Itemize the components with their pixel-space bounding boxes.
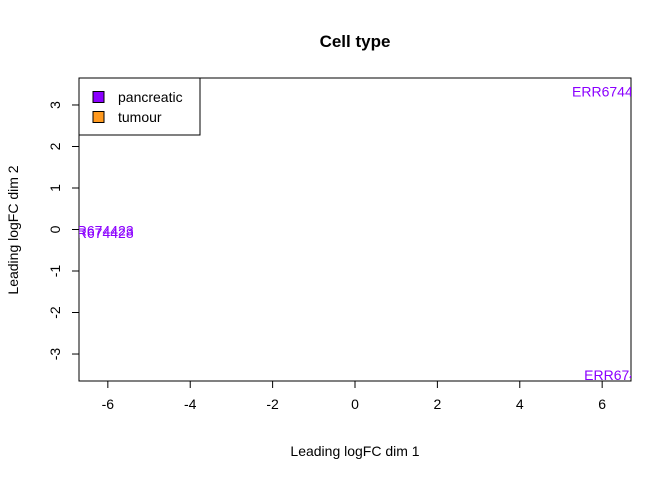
- legend-entry-label: pancreatic: [118, 89, 183, 105]
- y-axis-label: Leading logFC dim 2: [5, 165, 21, 294]
- x-tick-label: 4: [516, 396, 524, 412]
- x-tick-label: 2: [433, 396, 441, 412]
- chart-title: Cell type: [320, 32, 391, 51]
- y-tick-label: 3: [47, 101, 63, 109]
- y-tick-label: -3: [47, 348, 63, 361]
- point-label: ERR674428: [57, 225, 133, 241]
- y-tick-label: 1: [47, 184, 63, 192]
- x-axis-label: Leading logFC dim 1: [290, 443, 419, 459]
- x-axis: -6 -4 -2 0 2 4 6: [102, 380, 606, 412]
- point-label: ERR67442: [572, 83, 641, 99]
- legend-swatch: [92, 91, 105, 103]
- legend-swatch: [92, 111, 105, 123]
- y-tick-label: 2: [47, 142, 63, 150]
- x-tick-label: 0: [351, 396, 359, 412]
- x-tick-label: -4: [184, 396, 197, 412]
- point-label: ERR6744: [584, 367, 645, 383]
- legend-box: [78, 77, 201, 136]
- x-tick-label: -6: [102, 396, 115, 412]
- point-label: ERR674423: [57, 222, 133, 238]
- y-tick-label: -2: [47, 306, 63, 319]
- y-axis: -3 -2 -1 0 1 2 3: [47, 101, 80, 361]
- y-tick-label: 0: [47, 225, 63, 233]
- x-tick-label: 6: [598, 396, 606, 412]
- x-tick-label: -2: [266, 396, 279, 412]
- legend-entry-label: tumour: [118, 109, 162, 125]
- legend: pancreatic tumour: [78, 77, 201, 136]
- y-tick-label: -1: [47, 265, 63, 278]
